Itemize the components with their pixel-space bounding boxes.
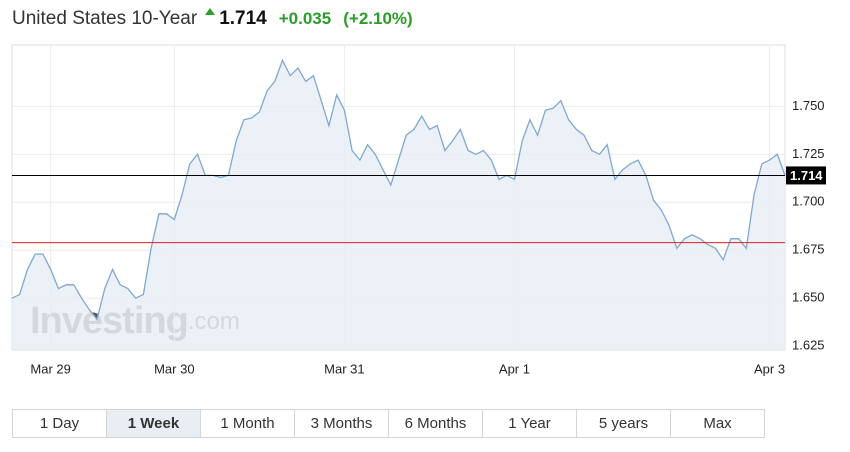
chart: Investing.com1.6251.6501.6751.7001.7251.…	[11, 44, 826, 376]
range-button[interactable]: 5 years	[577, 410, 671, 437]
header: United States 10-Year 1.714 +0.035 (+2.10%)	[12, 8, 419, 36]
x-tick-label: Mar 31	[324, 361, 364, 376]
change-percent: (+2.10%)	[343, 9, 413, 28]
y-tick-label: 1.725	[792, 146, 825, 161]
price: 1.714	[219, 8, 267, 29]
y-tick-label: 1.650	[792, 290, 825, 305]
title: United States 10-Year	[12, 8, 198, 29]
range-buttons: 1 Day 1 Week 1 Month 3 Months 6 Months 1 Year…	[12, 409, 765, 438]
x-tick-label: Mar 30	[154, 361, 194, 376]
range-button[interactable]: Max	[703, 415, 732, 432]
range-button[interactable]: 1 Week	[107, 410, 201, 437]
range-button[interactable]: 6 Months	[389, 410, 483, 437]
x-tick-label: Apr 3	[754, 361, 785, 376]
y-tick-label: 1.675	[792, 242, 825, 257]
y-tick-label: 1.700	[792, 194, 825, 209]
up-arrow	[205, 8, 216, 15]
x-tick-label: Mar 29	[30, 361, 70, 376]
price-label-box	[786, 166, 826, 185]
y-tick-label: 1.625	[792, 338, 825, 353]
line	[11, 58, 786, 321]
range-button[interactable]: 1 Year	[483, 410, 577, 437]
price-label: 1.714	[790, 168, 823, 183]
range-button[interactable]: 3 Months	[295, 410, 389, 437]
x-tick-label: Apr 1	[499, 361, 530, 376]
range-button[interactable]: 1 Month	[201, 410, 295, 437]
range-button[interactable]: 1 Day	[13, 410, 107, 437]
area	[12, 60, 785, 351]
change: +0.035	[278, 9, 332, 28]
y-tick-label: 1.750	[792, 98, 825, 113]
